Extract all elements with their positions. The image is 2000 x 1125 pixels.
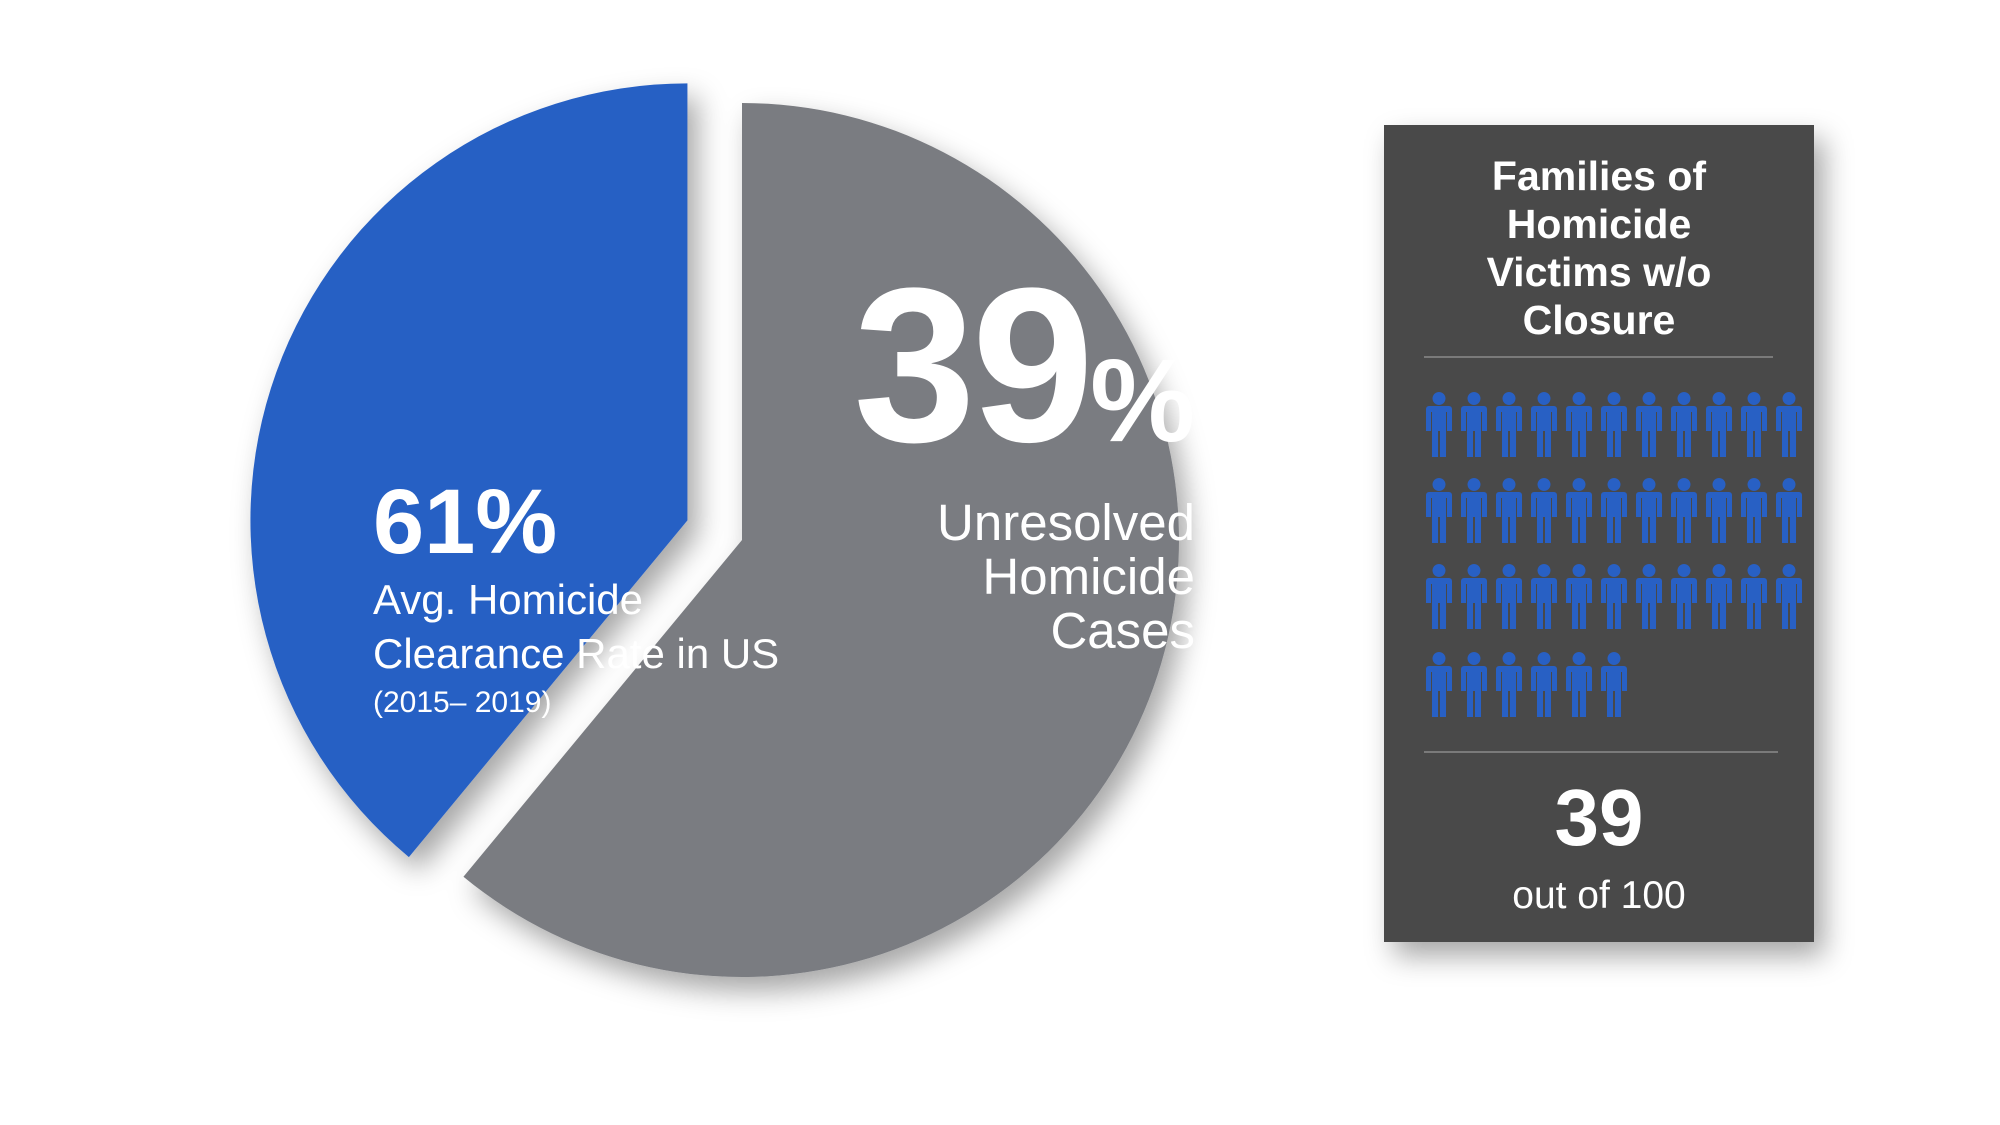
person-icon	[1461, 652, 1487, 717]
person-icon	[1741, 478, 1767, 543]
person-icon	[1496, 564, 1522, 629]
person-icon	[1671, 478, 1697, 543]
person-icon	[1566, 564, 1592, 629]
person-icon	[1496, 392, 1522, 457]
panel-label: out of 100	[1512, 874, 1686, 917]
pictogram	[1426, 392, 1802, 717]
person-icon	[1776, 392, 1802, 457]
slice-value-label: 39%	[853, 242, 1195, 488]
person-icon	[1706, 392, 1732, 457]
person-icon	[1741, 564, 1767, 629]
pie-slice	[250, 83, 688, 858]
person-icon	[1636, 392, 1662, 457]
panel-title: Families of Homicide Victims w/o Closure	[1486, 153, 1712, 343]
person-icon	[1636, 478, 1662, 543]
person-icon	[1426, 564, 1452, 629]
person-icon	[1636, 564, 1662, 629]
person-icon	[1566, 478, 1592, 543]
person-icon	[1741, 392, 1767, 457]
person-icon	[1496, 478, 1522, 543]
person-icon	[1461, 392, 1487, 457]
slice-label: Avg. Homicide Clearance Rate in US	[373, 576, 780, 677]
person-icon	[1461, 478, 1487, 543]
person-icon	[1496, 652, 1522, 717]
person-icon	[1706, 564, 1732, 629]
panel	[1384, 125, 1814, 942]
pie-slice	[463, 103, 1180, 978]
person-icon	[1426, 392, 1452, 457]
pie	[250, 83, 1180, 978]
person-icon	[1531, 652, 1557, 717]
person-icon	[1601, 564, 1627, 629]
person-icon	[1776, 564, 1802, 629]
person-icon	[1531, 478, 1557, 543]
person-icon	[1426, 478, 1452, 543]
person-icon	[1601, 392, 1627, 457]
person-icon	[1531, 392, 1557, 457]
person-icon	[1601, 652, 1627, 717]
person-icon	[1461, 564, 1487, 629]
person-icon	[1601, 478, 1627, 543]
slice-label: Unresolved Homicide Cases	[937, 494, 1195, 659]
panel-value: 39	[1554, 773, 1644, 862]
slice-value-label: 61%	[373, 471, 558, 573]
person-icon	[1671, 392, 1697, 457]
person-icon	[1566, 652, 1592, 717]
person-icon	[1531, 564, 1557, 629]
person-icon	[1671, 564, 1697, 629]
person-icon	[1776, 478, 1802, 543]
annotation: (2015– 2019)	[373, 686, 552, 719]
person-icon	[1566, 392, 1592, 457]
person-icon	[1426, 652, 1452, 717]
person-icon	[1706, 478, 1732, 543]
